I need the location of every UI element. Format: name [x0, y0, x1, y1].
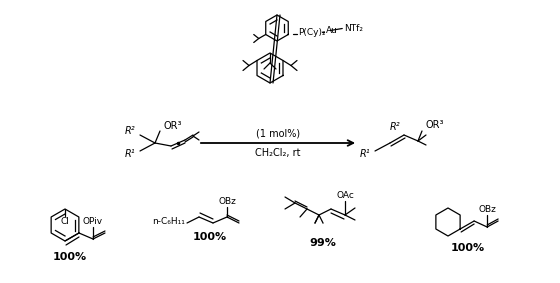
Text: 100%: 100%: [193, 232, 227, 242]
Text: R¹: R¹: [360, 149, 370, 159]
Text: P(Cy)₂: P(Cy)₂: [298, 28, 326, 37]
Text: n-C₆H₁₁: n-C₆H₁₁: [152, 218, 185, 226]
Text: NTf₂: NTf₂: [344, 24, 363, 33]
Text: 100%: 100%: [53, 252, 87, 262]
Text: OBz: OBz: [218, 198, 236, 207]
Text: 100%: 100%: [451, 243, 485, 253]
Text: OR³: OR³: [426, 120, 445, 130]
Text: OPiv: OPiv: [83, 218, 103, 226]
Text: R²: R²: [390, 122, 400, 132]
Text: Au: Au: [326, 26, 338, 35]
Text: (1 mol%): (1 mol%): [256, 128, 300, 138]
Text: OBz: OBz: [478, 205, 496, 215]
Text: 99%: 99%: [310, 238, 337, 248]
Text: Cl: Cl: [60, 216, 69, 226]
Text: R¹: R¹: [124, 149, 135, 159]
Text: OR³: OR³: [163, 121, 181, 131]
Text: R²: R²: [124, 126, 135, 136]
Text: OAc: OAc: [336, 192, 354, 200]
Text: CH₂Cl₂, rt: CH₂Cl₂, rt: [255, 148, 301, 158]
